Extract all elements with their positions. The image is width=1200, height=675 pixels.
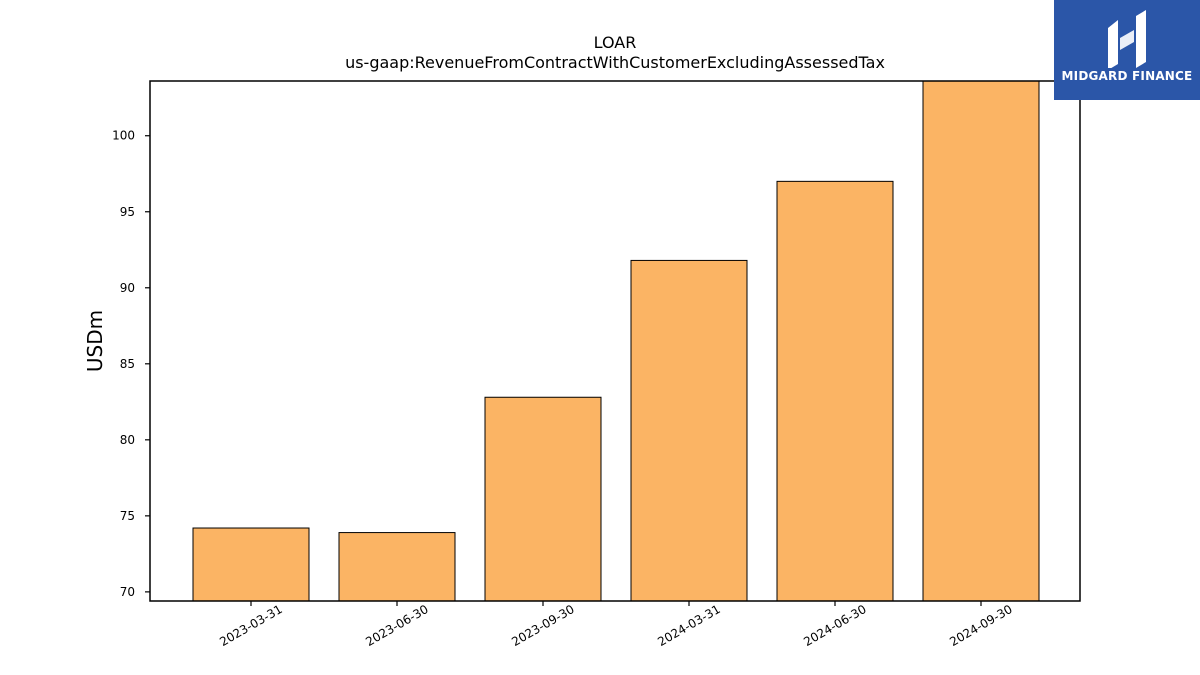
- plot-area-frame: [149, 80, 1081, 602]
- logo-mark-icon: [1108, 10, 1146, 68]
- x-tick-label: 2023-06-30: [363, 602, 430, 649]
- x-tick-label: 2023-09-30: [509, 602, 576, 649]
- y-tick-label: 95: [120, 205, 135, 219]
- x-tick-label: 2024-09-30: [947, 602, 1014, 649]
- x-tick-label: 2023-03-31: [217, 602, 284, 649]
- y-tick-label: 100: [112, 129, 135, 143]
- y-tick-label: 70: [120, 585, 135, 599]
- midgard-finance-logo: MIDGARD FINANCE: [1054, 0, 1200, 100]
- bars-layer: [192, 80, 1040, 602]
- y-tick-label: 75: [120, 509, 135, 523]
- chart-subtitle: us-gaap:RevenueFromContractWithCustomerE…: [345, 53, 885, 72]
- x-tick-label: 2024-06-30: [801, 602, 868, 649]
- bar-2024-03-31: [630, 259, 748, 602]
- y-tick-label: 85: [120, 357, 135, 371]
- bar-2024-06-30: [776, 180, 894, 602]
- logo-text: MIDGARD FINANCE: [1061, 69, 1193, 83]
- x-tick-label: 2024-03-31: [655, 602, 722, 649]
- bar-2024-09-30: [922, 80, 1040, 602]
- chart-title: LOAR: [594, 33, 637, 52]
- bar-2023-09-30: [484, 396, 602, 602]
- bar-2023-03-31: [192, 527, 310, 602]
- y-tick-label: 80: [120, 433, 135, 447]
- bar-2023-06-30: [338, 532, 456, 602]
- y-tick-label: 90: [120, 281, 135, 295]
- y-axis-label: USDm: [83, 310, 107, 372]
